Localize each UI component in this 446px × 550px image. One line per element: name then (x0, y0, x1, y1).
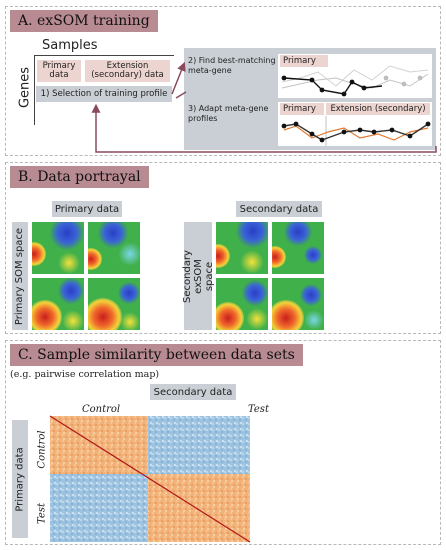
chart2-orange-line (283, 125, 429, 141)
test-label-y: Test (36, 503, 48, 524)
chart1-bg-line-b (281, 73, 429, 89)
primary-som-space-text: Primary SOM space (14, 227, 26, 325)
step1-box: 1) Selection of training profile (36, 86, 172, 102)
som-primary-2 (88, 222, 140, 274)
primary-tag-1: Primary (280, 55, 328, 67)
arrow-loop-back (91, 103, 437, 153)
step2-label: 2) Find best-matching meta-gene (188, 56, 276, 75)
step3-label: 3) Adapt meta-gene profiles (188, 104, 269, 123)
som-primary-1 (32, 222, 84, 274)
panel-b (5, 162, 441, 334)
control-label-x: Control (82, 404, 121, 415)
heat-test-control (50, 474, 148, 542)
chart2-profile-line (283, 123, 429, 141)
panel-c (5, 340, 441, 545)
primary-data-box: Primary data (37, 60, 81, 82)
som-secondary-3 (216, 278, 268, 330)
primary-data-axis-c: Primary data (12, 420, 28, 538)
arrow-step1-to-step2 (171, 61, 186, 95)
primary-tag-2: Primary (280, 103, 324, 115)
panel-a (5, 6, 441, 156)
control-label-y: Control (36, 430, 48, 469)
chart1-bg-line-a (281, 65, 429, 87)
secondary-data-header: Secondary data (236, 201, 322, 217)
panel-c-title: C. Sample similarity between data sets (10, 344, 303, 366)
som-primary-3 (32, 278, 84, 330)
chart1-gray-points (383, 75, 423, 87)
samples-label: Samples (42, 38, 98, 53)
panel-b-title: B. Data portrayal (10, 166, 149, 188)
secondary-exsom-space-text: Secondary exSOM space (181, 249, 215, 303)
secondary-exsom-space-label: Secondary exSOM space (181, 222, 215, 330)
som-secondary-1 (216, 222, 268, 274)
diagonal-line (49, 415, 251, 543)
som-secondary-2 (272, 222, 324, 274)
secondary-data-header-c: Secondary data (150, 384, 236, 400)
extension-tag: Extension (secondary) (326, 103, 430, 115)
heat-control-test (148, 416, 250, 474)
primary-data-axis-text: Primary data (14, 446, 26, 512)
som-primary-4 (88, 278, 140, 330)
som-secondary-4 (272, 278, 324, 330)
chart2-points (281, 121, 431, 143)
chart1-profile-line (283, 77, 383, 95)
panel-c-subtitle: (e.g. pairwise correlation map) (10, 369, 160, 380)
panel-a-graphics (91, 61, 437, 153)
primary-data-header: Primary data (52, 201, 122, 217)
genes-axis-line (34, 55, 35, 125)
chart1-points (281, 75, 367, 97)
correlation-map (49, 415, 251, 543)
arrow-step2-to-step3 (175, 91, 187, 99)
panel-a-title: A. exSOM training (10, 10, 158, 32)
extension-data-box: Extension (secondary) data (85, 60, 170, 82)
test-label-x: Test (248, 404, 269, 415)
primary-som-space-label: Primary SOM space (12, 222, 28, 330)
samples-axis-line (34, 55, 174, 56)
